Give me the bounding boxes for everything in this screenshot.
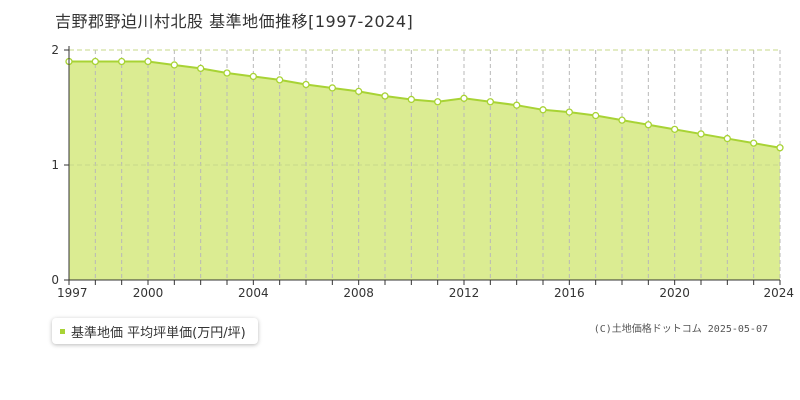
data-point [328,84,336,92]
area-fill [69,61,780,280]
x-tick-label: 1997 [57,286,88,300]
legend-swatch [60,328,65,334]
data-point [723,134,731,143]
data-point [671,125,679,134]
legend-label: 基準地価 平均坪単価(万円/坪) [71,325,246,341]
data-point [486,98,494,106]
legend: 基準地価 平均坪単価(万円/坪) [52,318,258,344]
data-point [144,57,152,66]
data-point [407,95,415,104]
data-point [618,116,626,124]
data-point [776,144,784,152]
data-point [565,108,573,116]
x-tick-label: 2020 [659,286,690,300]
x-tick-label: 2024 [763,286,794,300]
y-tick-label: 1 [51,158,59,172]
data-point [355,87,363,96]
data-point [276,76,284,84]
x-tick-label: 2016 [554,286,585,300]
x-tick-label: 2000 [133,286,164,300]
data-point [750,139,758,147]
chart-title: 吉野郡野迫川村北股 基準地価推移[1997-2024] [55,12,414,31]
data-point [249,72,257,81]
data-point [118,57,126,66]
data-point [91,57,99,66]
data-point [434,98,442,106]
data-point [697,130,705,138]
data-point [513,101,521,109]
data-point [170,61,178,69]
copyright: (C)土地価格ドットコム 2025-05-07 [593,324,768,335]
data-point [644,121,652,129]
x-tick-label: 2008 [343,286,374,300]
data-point [302,80,310,89]
data-point [460,94,468,102]
data-point [539,106,547,114]
data-point [197,64,205,73]
data-point [381,92,389,100]
data-point [592,111,600,120]
y-tick-label: 0 [51,273,59,287]
x-tick-label: 2012 [449,286,480,300]
y-tick-label: 2 [51,43,59,57]
x-tick-label: 2004 [238,286,269,300]
series-line [69,60,781,149]
data-point [223,69,231,77]
